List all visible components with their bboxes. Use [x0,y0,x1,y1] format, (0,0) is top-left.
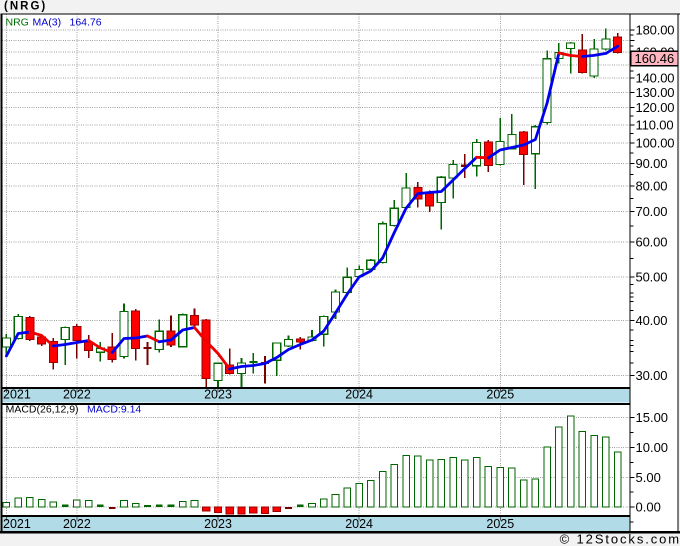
svg-text:164.76: 164.76 [70,17,102,29]
svg-text:2022: 2022 [63,517,91,531]
svg-text:130.00: 130.00 [636,85,675,100]
svg-text:120.00: 120.00 [636,100,675,115]
svg-text:© 12Stocks.com: © 12Stocks.com [560,532,680,546]
svg-text:(NRG): (NRG) [4,1,47,13]
svg-text:2024: 2024 [345,388,373,402]
svg-text:2025: 2025 [486,517,514,531]
svg-text:0.00: 0.00 [636,500,661,515]
svg-text:2022: 2022 [63,388,91,402]
svg-text:40.00: 40.00 [636,313,668,328]
svg-text:MACD(26,12,9): MACD(26,12,9) [6,403,79,415]
svg-text:NRG: NRG [6,17,29,29]
svg-text:80.00: 80.00 [636,178,668,193]
svg-text:180.00: 180.00 [636,23,675,38]
svg-text:5.00: 5.00 [636,470,661,485]
svg-text:110.00: 110.00 [636,117,674,132]
svg-text:2023: 2023 [204,517,232,531]
svg-text:15.00: 15.00 [636,410,669,425]
svg-text:2025: 2025 [486,388,514,402]
svg-text:100.00: 100.00 [636,135,675,150]
svg-text:60.00: 60.00 [636,234,668,249]
svg-text:2023: 2023 [204,388,232,402]
svg-text:MA(3): MA(3) [33,17,62,29]
svg-text:2021: 2021 [3,388,31,402]
svg-text:160.46: 160.46 [635,51,675,66]
svg-text:MACD:9.14: MACD:9.14 [87,403,141,415]
svg-text:50.00: 50.00 [636,270,668,285]
svg-text:10.00: 10.00 [636,440,669,455]
svg-text:70.00: 70.00 [636,204,668,219]
svg-text:90.00: 90.00 [636,156,668,171]
svg-text:140.00: 140.00 [636,70,675,85]
svg-text:2024: 2024 [345,517,373,531]
svg-text:2021: 2021 [3,517,31,531]
svg-text:30.00: 30.00 [636,368,668,383]
